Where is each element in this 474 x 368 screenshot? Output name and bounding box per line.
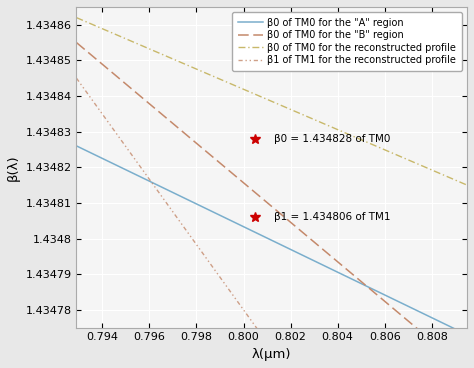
Text: β0 = 1.434828 of TM0: β0 = 1.434828 of TM0 bbox=[274, 134, 391, 144]
β1 of TM1 for the reconstructed profile bbox=[75, 78, 81, 82]
β0 of TM0 for the "B" region bbox=[306, 236, 312, 240]
β0 of TM0 for the "A" region bbox=[305, 255, 310, 260]
β0 of TM0 for the "B" region bbox=[75, 42, 81, 46]
Legend: β0 of TM0 for the "A" region, β0 of TM0 for the "B" region, β0 of TM0 for the re: β0 of TM0 for the "A" region, β0 of TM0 … bbox=[232, 12, 462, 71]
β0 of TM0 for the "B" region bbox=[73, 40, 79, 45]
β0 of TM0 for the "B" region bbox=[313, 241, 319, 245]
Line: β0 of TM0 for the reconstructed profile: β0 of TM0 for the reconstructed profile bbox=[76, 18, 467, 185]
β0 of TM0 for the "B" region bbox=[305, 234, 310, 239]
β0 of TM0 for the reconstructed profile bbox=[313, 118, 319, 122]
β0 of TM0 for the "A" region bbox=[403, 303, 409, 307]
β0 of TM0 for the reconstructed profile bbox=[306, 115, 312, 120]
β0 of TM0 for the "B" region bbox=[403, 316, 409, 321]
β0 of TM0 for the "A" region bbox=[73, 144, 79, 148]
β0 of TM0 for the "B" region bbox=[428, 337, 433, 342]
X-axis label: λ(μm): λ(μm) bbox=[252, 348, 292, 361]
Y-axis label: β(λ): β(λ) bbox=[7, 154, 20, 181]
Line: β1 of TM1 for the reconstructed profile: β1 of TM1 for the reconstructed profile bbox=[76, 78, 467, 368]
β0 of TM0 for the "A" region bbox=[464, 333, 470, 337]
β0 of TM0 for the "A" region bbox=[313, 259, 319, 264]
β0 of TM0 for the reconstructed profile bbox=[75, 16, 81, 20]
β0 of TM0 for the reconstructed profile bbox=[403, 156, 409, 161]
β0 of TM0 for the "A" region bbox=[306, 256, 312, 261]
Line: β0 of TM0 for the "A" region: β0 of TM0 for the "A" region bbox=[76, 146, 467, 335]
β1 of TM1 for the reconstructed profile bbox=[73, 76, 79, 81]
β0 of TM0 for the reconstructed profile bbox=[428, 167, 433, 171]
β0 of TM0 for the reconstructed profile bbox=[464, 183, 470, 187]
β0 of TM0 for the "A" region bbox=[428, 315, 433, 319]
β0 of TM0 for the "A" region bbox=[75, 144, 81, 149]
β0 of TM0 for the reconstructed profile bbox=[305, 114, 310, 119]
β0 of TM0 for the reconstructed profile bbox=[73, 15, 79, 20]
Line: β0 of TM0 for the "B" region: β0 of TM0 for the "B" region bbox=[76, 43, 467, 368]
Text: β1 = 1.434806 of TM1: β1 = 1.434806 of TM1 bbox=[274, 212, 391, 222]
